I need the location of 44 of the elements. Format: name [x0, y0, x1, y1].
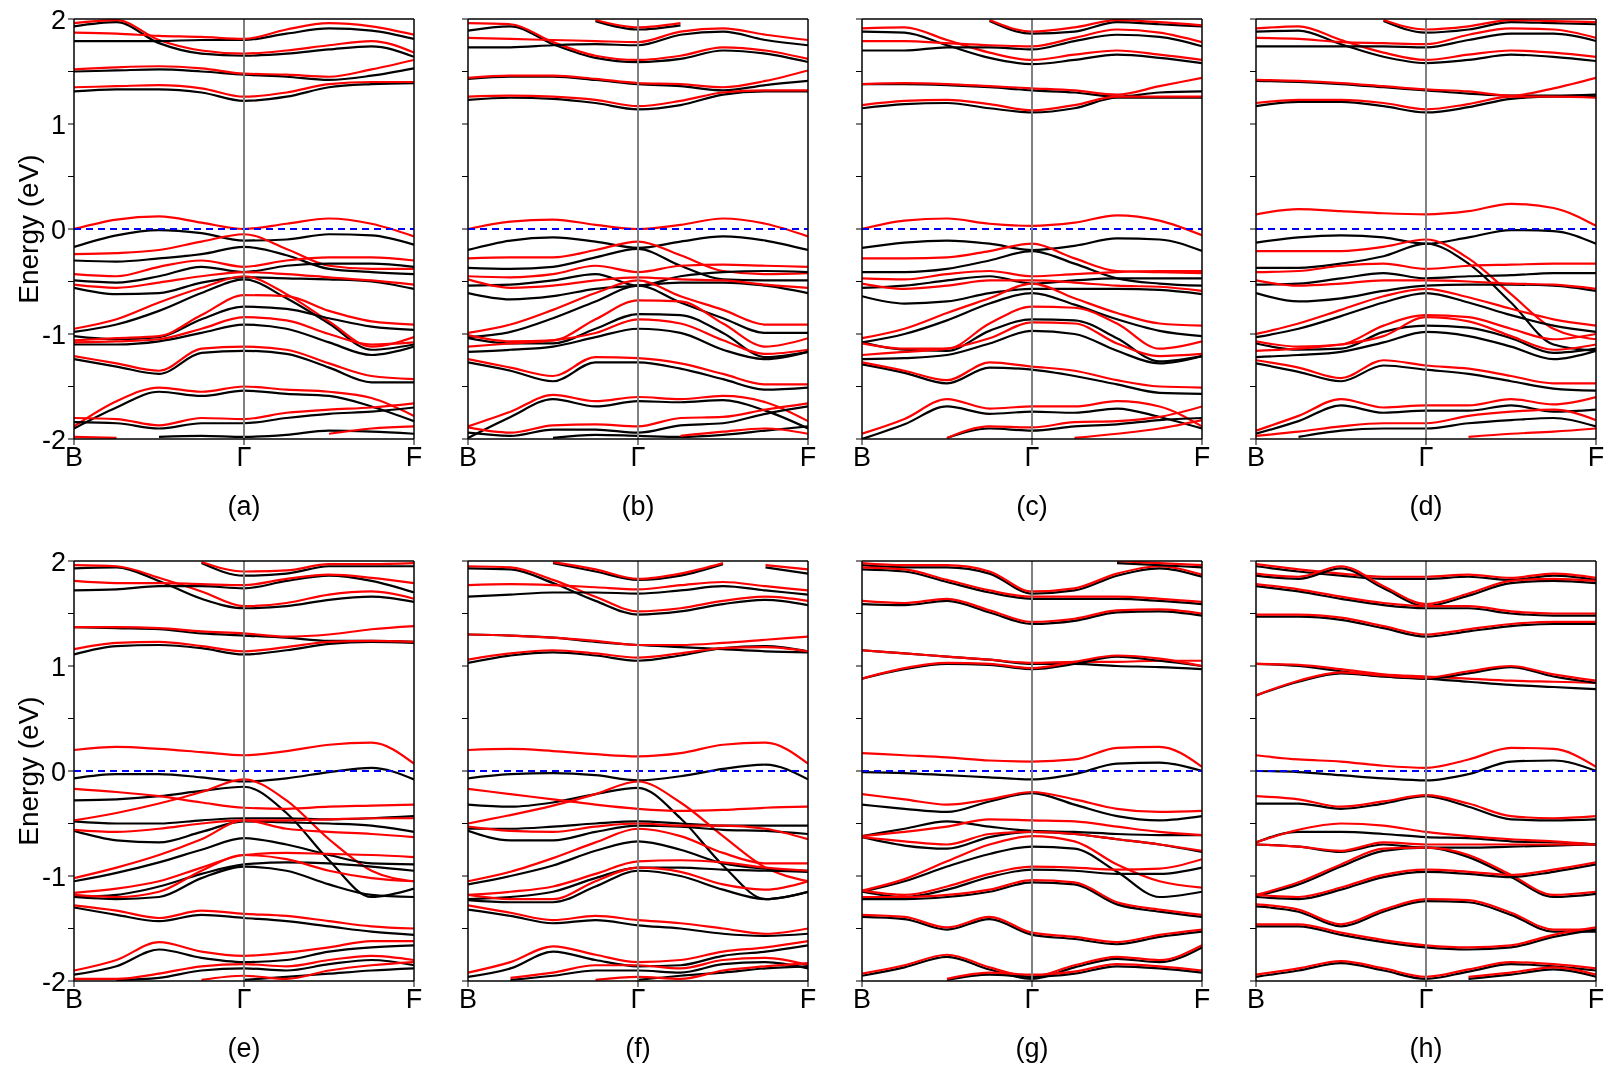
- y-tick-label: 0: [50, 756, 66, 787]
- y-tick-label: 1: [50, 109, 66, 140]
- x-tick-label: Γ: [236, 984, 252, 1015]
- x-tick-label: F: [1587, 984, 1605, 1015]
- y-axis-title: Energy (eV): [12, 696, 44, 846]
- x-tick-label: F: [799, 442, 817, 473]
- x-tick-label: F: [799, 984, 817, 1015]
- x-tick-label: Γ: [630, 442, 646, 473]
- x-tick-label: Γ: [1418, 442, 1434, 473]
- text: (g): [1014, 1032, 1050, 1065]
- y-axis-title: Energy (eV): [12, 154, 44, 304]
- text: (e): [226, 1032, 262, 1065]
- x-tick-label: F: [1193, 984, 1211, 1015]
- text: (h): [1408, 1032, 1444, 1065]
- x-tick-label: B: [1246, 442, 1266, 473]
- y-tick-label: 1: [50, 651, 66, 682]
- y-tick-label: 2: [50, 4, 66, 35]
- text: (c): [1015, 490, 1049, 523]
- x-tick-label: Γ: [236, 442, 252, 473]
- x-tick-label: F: [1193, 442, 1211, 473]
- x-tick-label: F: [405, 442, 423, 473]
- x-tick-label: F: [1587, 442, 1605, 473]
- y-tick-label: 2: [50, 546, 66, 577]
- x-tick-label: Γ: [1418, 984, 1434, 1015]
- y-tick-label: -1: [41, 861, 66, 892]
- x-tick-label: B: [64, 984, 84, 1015]
- text: (b): [620, 490, 656, 523]
- x-tick-label: Γ: [1024, 984, 1040, 1015]
- y-tick-label: 0: [50, 214, 66, 245]
- x-tick-label: B: [458, 984, 478, 1015]
- y-tick-label: -2: [41, 424, 66, 455]
- x-tick-label: B: [852, 984, 872, 1015]
- text: (a): [226, 490, 262, 523]
- x-tick-label: B: [1246, 984, 1266, 1015]
- x-tick-label: Γ: [1024, 442, 1040, 473]
- x-tick-label: F: [405, 984, 423, 1015]
- x-tick-label: B: [64, 442, 84, 473]
- text: (f): [624, 1032, 652, 1065]
- x-tick-label: Γ: [630, 984, 646, 1015]
- x-tick-label: B: [458, 442, 478, 473]
- y-tick-label: -2: [41, 966, 66, 997]
- text: (d): [1408, 490, 1444, 523]
- x-tick-label: B: [852, 442, 872, 473]
- y-tick-label: -1: [41, 319, 66, 350]
